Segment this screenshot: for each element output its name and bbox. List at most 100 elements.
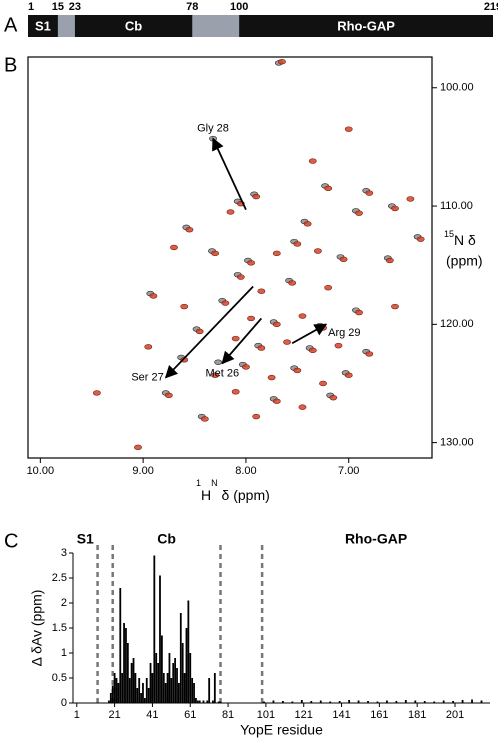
- y-tick-label: 3: [61, 547, 67, 559]
- x-tick-label: 101: [257, 709, 275, 721]
- bar: [140, 693, 142, 703]
- bar: [138, 678, 141, 703]
- bar: [166, 673, 169, 703]
- bar: [162, 673, 165, 703]
- domain-label: Rho-GAP: [345, 531, 407, 547]
- annotation-label: Gly 28: [197, 123, 229, 135]
- y-tick-label: 130.00: [440, 437, 474, 449]
- y-tick-label: 2.5: [52, 572, 67, 584]
- bar: [149, 663, 152, 703]
- bar: [170, 678, 173, 703]
- peak: [319, 380, 327, 387]
- peak: [242, 364, 250, 370]
- bar: [471, 699, 473, 703]
- annotation-label: Ser 27: [131, 371, 163, 383]
- peak: [92, 390, 101, 396]
- x-tick-label: 81: [222, 709, 234, 721]
- x-axis-label: 1HN δ (ppm): [196, 478, 270, 502]
- bar: [172, 663, 175, 703]
- bar: [119, 588, 122, 703]
- bar: [183, 673, 186, 703]
- peak: [324, 185, 333, 192]
- bar: [136, 688, 139, 703]
- bar: [191, 678, 194, 703]
- peak: [221, 300, 230, 306]
- y-axis-label: Δ δAv (ppm): [29, 590, 45, 667]
- domain-label: Rho-GAP: [337, 18, 395, 33]
- bar: [208, 678, 211, 703]
- panel-b: B Gly 28 Ser 27 Met 26 Arg 29 10.00 9.00 8.00 7.…: [4, 54, 483, 502]
- bar: [291, 701, 294, 703]
- x-tick-label: 21: [108, 709, 120, 721]
- residue-tick-label: 78: [186, 1, 198, 13]
- peak: [391, 303, 399, 310]
- panel-label: A: [4, 14, 18, 36]
- residue-tick-label: 1: [28, 1, 34, 13]
- x-tick-label: 61: [184, 709, 196, 721]
- x-tick-label: 7.00: [338, 465, 359, 477]
- bar: [109, 693, 112, 703]
- peak: [298, 404, 307, 410]
- peak: [293, 241, 302, 247]
- peak: [416, 236, 425, 242]
- bar: [153, 555, 156, 703]
- peak: [355, 210, 363, 216]
- panel-label: C: [4, 530, 18, 552]
- peak: [385, 257, 394, 264]
- peak: [231, 335, 240, 342]
- peak: [185, 227, 194, 233]
- y-axis-label-unit: (ppm): [446, 253, 483, 269]
- bar: [128, 678, 131, 703]
- bar: [164, 683, 167, 703]
- peak: [313, 248, 322, 254]
- bar: [111, 685, 114, 703]
- bar: [168, 653, 171, 703]
- x-axis-label-part: δ (ppm): [218, 487, 270, 503]
- peak: [293, 367, 302, 374]
- bar: [113, 673, 116, 703]
- panel-label: B: [4, 54, 17, 76]
- peak: [391, 205, 399, 212]
- bar: [160, 635, 163, 703]
- bar: [134, 673, 137, 703]
- peak: [257, 288, 266, 294]
- bar: [404, 700, 407, 703]
- annotation-label: Met 26: [205, 367, 239, 379]
- peak: [272, 398, 281, 404]
- bar: [219, 701, 222, 703]
- bar: [348, 700, 351, 703]
- peak: [298, 313, 307, 319]
- peak: [149, 293, 158, 299]
- peak: [214, 359, 223, 365]
- bar: [206, 700, 209, 703]
- y-tick-label: 2: [61, 597, 67, 609]
- peak: [226, 209, 235, 215]
- bar: [480, 700, 483, 703]
- bar: [157, 663, 160, 703]
- peak: [308, 158, 317, 164]
- x-tick-label: 161: [370, 709, 388, 721]
- bar: [178, 683, 180, 703]
- bar: [461, 700, 464, 703]
- x-tick-label: 181: [408, 709, 426, 721]
- bar: [147, 688, 150, 703]
- peak: [257, 345, 266, 351]
- bar: [282, 701, 284, 703]
- x-axis-label-part: N: [211, 478, 218, 488]
- domain-box: [28, 15, 58, 37]
- bar: [187, 600, 190, 703]
- bar: [433, 701, 436, 703]
- peak: [365, 190, 374, 196]
- peak: [170, 244, 178, 251]
- peak: [236, 274, 245, 280]
- annotation-arrow: [291, 323, 328, 345]
- peak: [283, 339, 291, 345]
- bar: [263, 701, 265, 703]
- bar: [300, 700, 303, 703]
- bar: [151, 673, 154, 703]
- plot-frame: [27, 56, 433, 459]
- bar: [367, 701, 369, 703]
- domain-box: [239, 15, 493, 37]
- peak: [324, 284, 333, 291]
